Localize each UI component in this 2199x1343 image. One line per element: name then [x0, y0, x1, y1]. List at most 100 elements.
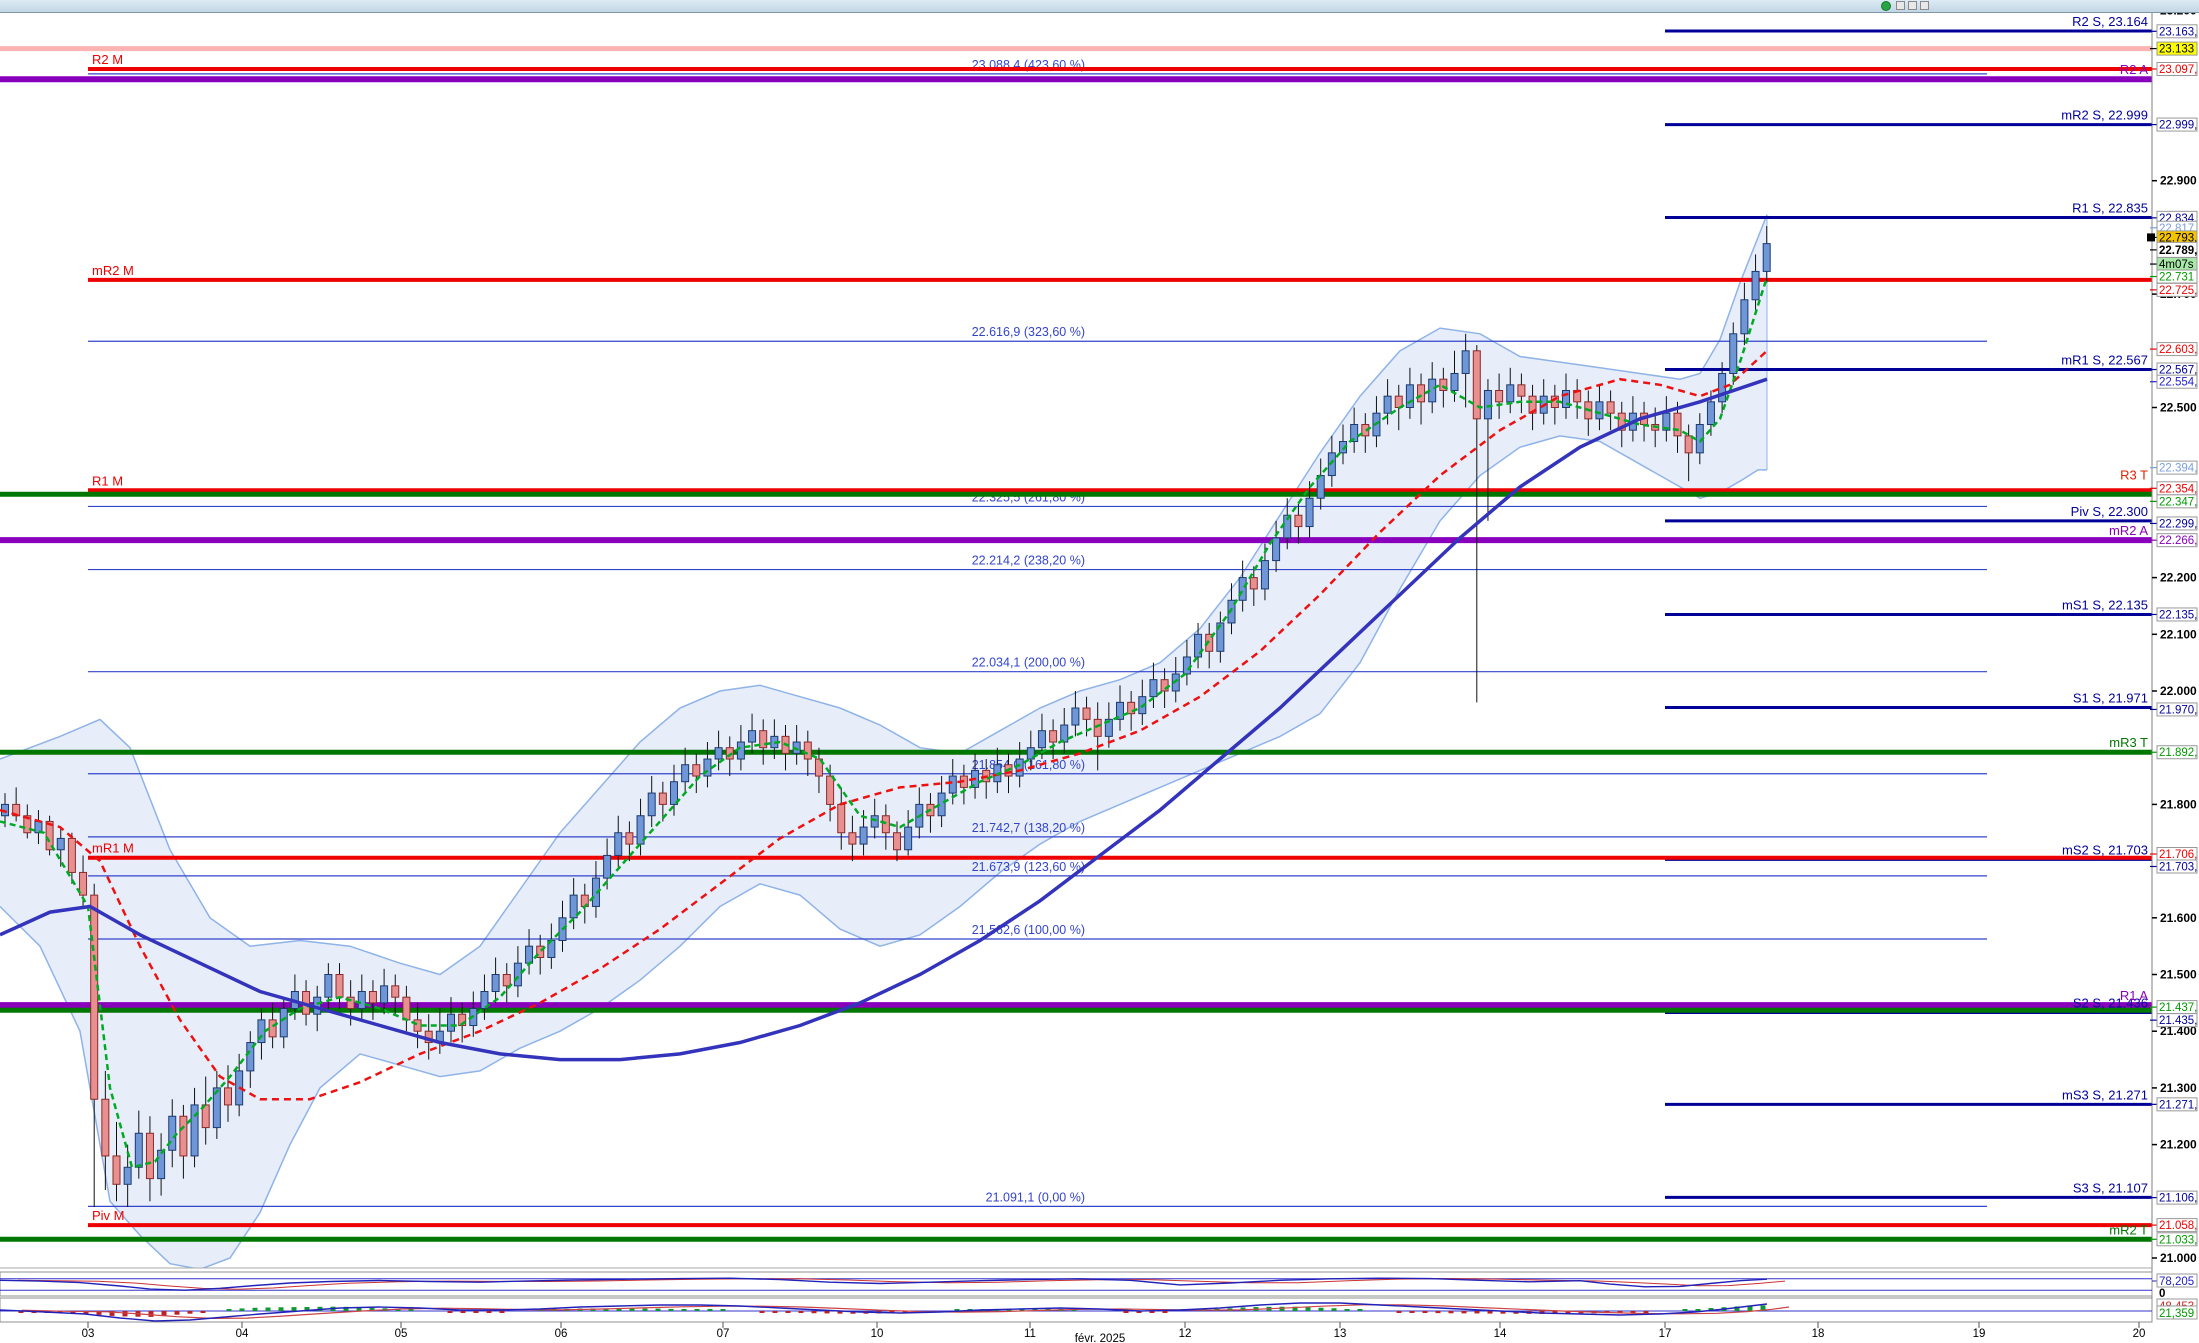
macd-histogram-bar [1760, 1305, 1766, 1311]
candle-up [380, 985, 389, 1004]
macd-histogram-bar [473, 1311, 479, 1313]
macd-histogram-bar [447, 1311, 453, 1313]
price-tick-label: 21.000 [2160, 1251, 2197, 1265]
pivot-label-left: Piv M [92, 1208, 125, 1223]
close-button[interactable] [1920, 1, 1929, 10]
macd-histogram-bar [304, 1306, 310, 1311]
macd-histogram-bar [18, 1311, 24, 1313]
candle-down [848, 832, 857, 845]
candle-up [636, 815, 645, 845]
price-box-label: 22.354, [2159, 483, 2197, 495]
macd-histogram-bar [1019, 1308, 1025, 1311]
macd-histogram-bar [655, 1308, 661, 1311]
price-box-label: 21.435, [2159, 1015, 2197, 1027]
day-label: 19 [1973, 1328, 1986, 1340]
price-box-label: 23.163, [2159, 26, 2197, 38]
candle-up [1483, 389, 1492, 420]
candle-up [614, 832, 623, 856]
macd-histogram-bar [408, 1309, 414, 1311]
price-tick-label: 21.200 [2160, 1138, 2197, 1152]
day-label: 14 [1494, 1328, 1507, 1340]
candle-down [1606, 401, 1615, 414]
macd-histogram-bar [1305, 1307, 1311, 1311]
price-box [2156, 1013, 2198, 1028]
candle-up [1149, 679, 1158, 698]
candle-down [1617, 412, 1626, 431]
candle-down [1417, 384, 1426, 403]
price-box-label: 22.554, [2159, 377, 2197, 389]
indicator-value: 21,359 [2159, 1308, 2194, 1320]
candle-up [859, 826, 868, 845]
candle-up [1194, 633, 1203, 658]
macd-panel: 48,45321,359 [0, 1297, 2198, 1323]
bollinger-lower-line [0, 435, 1767, 1268]
macd-histogram-bar [1162, 1311, 1168, 1313]
candle-up [714, 747, 723, 760]
candle-down [625, 832, 634, 845]
candle-up [513, 962, 522, 987]
macd-histogram-bar [681, 1309, 687, 1311]
candle-up [1060, 724, 1069, 743]
candle-up [1026, 747, 1035, 760]
month-label: févr. 2025 [1075, 1333, 1126, 1343]
macd-histogram-bar [83, 1311, 89, 1314]
candle-down [1082, 707, 1091, 720]
macd-histogram-bar [1149, 1311, 1155, 1313]
macd-histogram-bar [486, 1311, 492, 1313]
candle-up [447, 1013, 455, 1032]
candle-up [56, 837, 65, 851]
pivot-lines [0, 29, 2152, 1242]
day-label: 10 [871, 1328, 884, 1340]
refresh-icon[interactable] [1881, 1, 1891, 11]
candle-up [1383, 395, 1392, 414]
pivot-label-right: S3 S, 21.107 [2073, 1180, 2148, 1195]
fib-label: 21.742,7 (138,20 %) [972, 821, 1085, 835]
stoch-line [0, 1277, 1768, 1291]
candle-down [368, 991, 377, 1004]
price-axis: 23.20022.90022.70022.50022.20022.10022.0… [0, 4, 2198, 1322]
pivot-label-right: R2 A [2120, 62, 2149, 77]
candle-down [112, 1155, 121, 1185]
candle-down [658, 792, 667, 805]
price-box [2156, 516, 2198, 531]
macd-histogram-bar [603, 1308, 609, 1311]
price-box-label: 21.033, [2159, 1234, 2197, 1246]
candle-up [1762, 243, 1771, 272]
price-tick-label: 21.400 [2160, 1024, 2197, 1038]
candle-down [224, 1087, 232, 1106]
price-box [2156, 24, 2198, 39]
pivot-label-right: R1 A [2120, 988, 2149, 1003]
candle-down [23, 815, 32, 834]
candle-up [1562, 389, 1570, 409]
candle-down [145, 1132, 154, 1180]
price-box-label: 21.970, [2159, 704, 2197, 716]
price-tick-label: 22.500 [2160, 401, 2197, 415]
candle-down [1673, 412, 1682, 437]
macd-histogram-bar [369, 1307, 375, 1311]
candle-down [458, 1013, 467, 1027]
macd-histogram-bar [1240, 1307, 1246, 1311]
candle-up [123, 1166, 132, 1185]
macd-histogram-bar [1357, 1309, 1363, 1311]
maximize-button[interactable] [1908, 1, 1917, 10]
candle-down [1294, 514, 1303, 528]
price-box [2156, 1190, 2198, 1205]
candle-down [179, 1115, 188, 1157]
price-box-label: 21.106, [2159, 1193, 2197, 1205]
price-tick-label: 22.900 [2160, 174, 2197, 188]
macd-histogram-bar [1292, 1306, 1298, 1311]
candle-up [324, 974, 333, 998]
minimize-button[interactable] [1896, 1, 1905, 10]
macd-histogram-bar [1032, 1308, 1038, 1311]
candle-up [647, 792, 656, 817]
macd-histogram-bar [265, 1307, 271, 1311]
price-box [2156, 117, 2198, 132]
pivot-label-right: mR3 T [2109, 735, 2148, 750]
price-box-label: 22.731 [2159, 272, 2194, 284]
macd-histogram-bar [460, 1311, 466, 1313]
macd-histogram-bar [616, 1308, 622, 1311]
pivot-label-left: mR1 M [92, 841, 134, 856]
macd-histogram-bar [837, 1311, 843, 1314]
pivot-label-right: mR2 T [2109, 1222, 2148, 1237]
